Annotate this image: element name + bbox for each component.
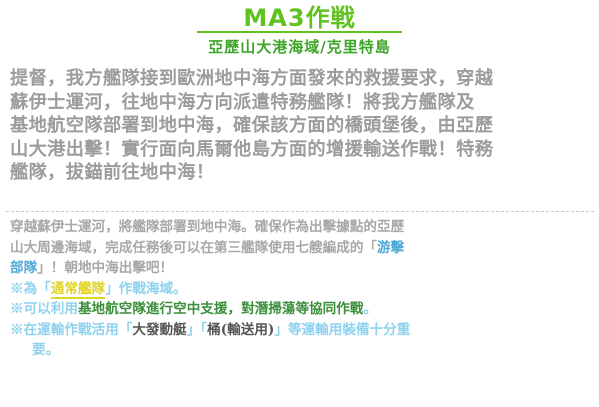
operation-subtitle: 亞歷山大港海域/克里特島 [208,38,391,56]
note-text: 。 [363,301,378,317]
briefing-line: 提督，我方艦隊接到歐洲地中海方面發來的救援要求，穿越 [10,68,494,89]
operation-title: MA3作戦 [243,4,356,32]
briefing-text: 提督，我方艦隊接到歐洲地中海方面發來的救援要求，穿越 蘇伊士運河，往地中海方向派… [10,67,595,185]
note-text: ※可以利用 [10,301,78,317]
note-text: ※為「 [10,280,51,297]
briefing-line: 山大港出擊！實行面向馬爾他島方面的增援輸送作戰！特務 [10,138,494,160]
title-underline [197,31,402,33]
note-text: 」等運輸用裝備十分重 [274,321,411,338]
strike-force-highlight: 部隊 [10,260,38,276]
details-line: 山大周邊海域，完成任務後可以在第三艦隊使用七艘編成的「游擊 [10,238,595,259]
section-divider [6,211,594,212]
details-text: 穿越蘇伊士運河，將艦隊部署到地中海。確保作為出擊據點的亞歷 [10,219,405,235]
note-transport: ※在運輸作戰活用「大發動艇」「桶(輸送用)」等運輸用裝備十分重 [10,320,595,341]
details-text: 山大周邊海域，完成任務後可以在第三艦隊使用七艘編成的「 [10,239,378,256]
header: MA3作戦 [0,4,599,32]
note-transport-cont: 要。 [10,340,595,361]
note-text: 」作戰海域。 [105,280,187,297]
drum-canister-highlight: 桶(輸送用) [207,321,275,338]
air-support-highlight: 基地航空隊進行空中支援，對潛掃蕩等協同作戰 [77,301,364,317]
strike-force-highlight: 游擊 [377,239,405,256]
details-text: 」！朝地中海出擊吧！ [37,260,174,276]
briefing-line: 基地航空隊部署到地中海，確保該方面的橋頭堡後，由亞歷 [10,115,494,137]
briefing-line: 艦隊，拔錨前往地中海！ [10,162,215,184]
normal-fleet-highlight: 通常艦隊 [50,280,106,299]
operation-details: 穿越蘇伊士運河，將艦隊部署到地中海。確保作為出擊據點的亞歷 山大周邊海域，完成任… [10,217,595,361]
note-text: 」「 [186,321,208,338]
daihatsu-highlight: 大發動艇 [132,321,187,338]
note-text: ※在運輸作戰活用「 [10,321,133,338]
note-air-support: ※可以利用基地航空隊進行空中支援，對潛掃蕩等協同作戰。 [10,299,595,320]
details-line: 部隊」！朝地中海出擊吧！ [10,258,595,279]
details-line: 穿越蘇伊士運河，將艦隊部署到地中海。確保作為出擊據點的亞歷 [10,217,595,238]
note-text: 要。 [32,342,60,358]
note-fleet-type: ※為「通常艦隊」作戰海域。 [10,279,595,300]
briefing-line: 蘇伊士運河，往地中海方向派遣特務艦隊！將我方艦隊及 [10,91,475,113]
